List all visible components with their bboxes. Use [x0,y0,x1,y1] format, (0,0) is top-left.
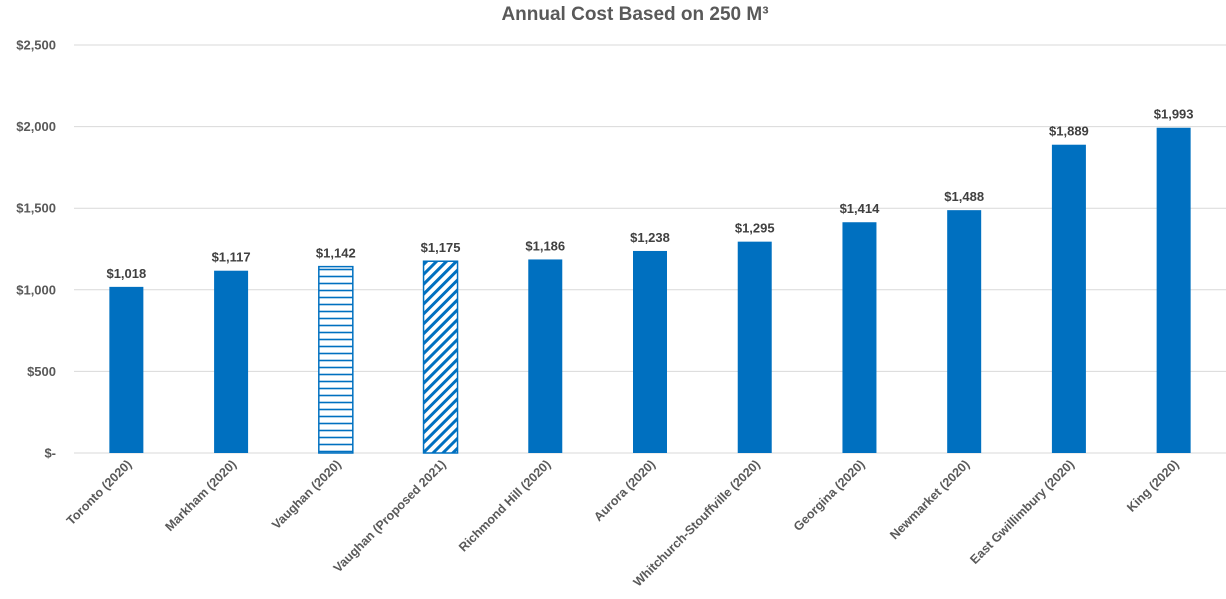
data-label: $1,238 [630,230,670,245]
bar [947,210,982,453]
bar [214,270,249,453]
bar [1051,144,1086,453]
y-tick-label: $1,500 [16,201,56,216]
x-tick-label: Richmond Hill (2020) [456,457,553,554]
data-label: $1,018 [106,266,146,281]
bar [633,250,667,453]
data-label: $1,142 [316,246,356,261]
bar [737,241,772,453]
bar [842,222,877,453]
data-label: $1,117 [212,250,251,265]
x-tick-label: King (2020) [1124,457,1182,515]
bar [318,265,354,454]
bar [1156,127,1191,453]
data-label: $1,186 [525,238,565,253]
y-tick-label: $2,500 [16,38,56,53]
data-label: $1,889 [1049,124,1089,139]
x-tick-label: Toronto (2020) [64,457,135,528]
y-tick-label: $2,000 [16,119,56,134]
x-tick-label: Whitchurch-Stouffville (2020) [631,457,763,589]
bar [109,286,144,453]
data-label: $1,414 [840,201,881,216]
chart-title: Annual Cost Based on 250 M³ [501,4,768,25]
y-tick-label: $500 [27,364,56,379]
x-axis-ticks: Toronto (2020) Markham (2020) Vaughan (202… [64,457,1182,589]
x-tick-label: Aurora (2020) [591,457,658,524]
bar [422,260,459,454]
y-tick-label: $1,000 [16,282,56,297]
y-tick-label: $- [44,446,56,461]
x-tick-label: Vaughan (Proposed 2021) [331,457,449,575]
x-tick-label: Vaughan (2020) [269,457,344,532]
data-label: $1,993 [1154,107,1194,122]
y-axis-ticks: $- $500 $1,000 $1,500 $2,000 $2,500 [16,38,56,461]
data-label: $1,295 [735,221,775,236]
x-tick-label: Newmarket (2020) [887,457,972,542]
data-labels: $1,018 $1,117 $1,142 $1,175 $1,186 $1,238 $1,2… [106,107,1193,281]
x-tick-label: Georgina (2020) [791,457,868,534]
bar [528,259,563,453]
data-label: $1,488 [944,189,984,204]
x-tick-label: Markham (2020) [162,457,239,534]
bars [109,127,1191,454]
x-tick-label: East Gwillimbury (2020) [967,457,1077,567]
data-label: $1,175 [421,240,461,255]
